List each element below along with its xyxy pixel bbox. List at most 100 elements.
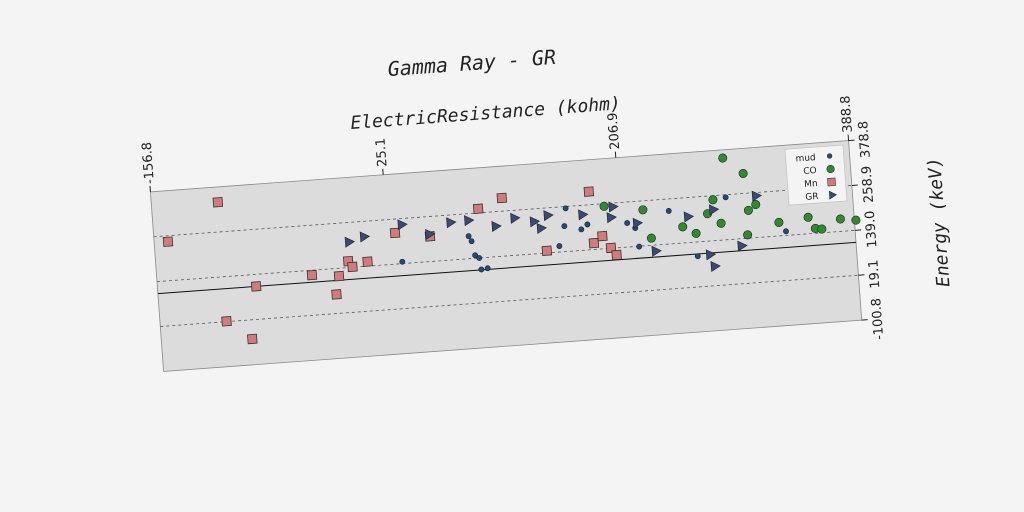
data-point-mn [221,316,232,327]
data-point-mn [597,230,608,242]
grid-line [153,185,852,238]
x-tick-label: 25.1 [373,137,390,167]
data-point-gr [464,215,475,227]
data-point-mud [694,253,701,260]
data-point-mn [347,261,358,273]
data-point-mn [306,269,318,281]
data-point-co [716,218,726,228]
data-point-gr [751,190,762,202]
data-point-mn [247,333,258,345]
data-point-co [638,205,648,215]
data-point-gr [737,240,748,252]
data-point-mn [588,237,600,249]
data-point-mn [212,197,224,208]
data-point-mud [665,208,672,214]
data-point-mud [562,205,569,212]
data-point-gr [710,261,721,273]
data-point-gr [683,211,695,223]
data-point-gr [446,217,457,229]
y-tick-label: 258.9 [859,165,877,203]
data-point-mn [605,242,617,254]
y-tick-label: 378.8 [856,120,874,158]
data-point-co [851,215,861,225]
data-point-mud [636,243,643,250]
legend-label: CO [803,166,817,177]
grid-line [160,274,859,327]
data-point-mud [472,252,479,259]
legend: mud CO Mn GR [784,144,848,206]
data-point-mud [556,243,563,249]
x-axis-label: ElectricResistance (kohm) [350,93,622,134]
data-point-mn [496,192,508,204]
data-point-co [743,205,753,215]
x-tick-label: 206.9 [605,112,623,150]
data-point-mud [484,265,491,272]
data-point-co [835,214,845,224]
data-point-co [803,212,813,222]
data-point-gr [491,221,502,233]
data-point-co [774,217,784,227]
data-point-co [738,168,748,178]
data-point-co [743,230,753,240]
data-point-gr [705,249,717,261]
data-point-gr [608,201,619,213]
center-line [157,241,857,295]
data-point-mn [583,186,595,197]
data-point-mud [465,233,472,240]
data-point-gr [425,228,436,240]
data-point-mud [722,194,729,201]
legend-label: Mn [804,179,818,190]
legend-box [784,144,848,206]
data-point-mn [611,249,622,261]
data-point-co [678,222,688,232]
chart-title: Gamma Ray - GR [387,45,557,81]
data-point-gr [536,223,547,235]
data-point-mud [561,223,568,230]
data-point-co [817,224,827,234]
data-point-co [691,228,701,238]
data-point-gr [578,209,589,221]
x-tick-label: -156.8 [140,141,158,184]
legend-marker-mn [827,177,836,187]
legend-marker-gr [828,190,837,200]
y-axis-label: Energy (keV) [924,157,954,288]
data-point-mn [162,236,174,247]
grid-lines [153,185,859,327]
data-point-mud [468,238,475,245]
data-point-mn [389,227,401,239]
data-point-co [708,195,718,205]
x-tick-label: 388.8 [838,95,856,133]
data-point-mud [476,255,483,261]
data-point-mn [333,270,345,282]
grid-line [156,229,856,283]
y-tick-label: 139.0 [863,210,881,248]
data-point-gr [708,204,720,216]
data-point-mud [584,221,591,228]
data-point-mn [362,256,373,267]
data-point-mn [331,289,342,300]
legend-marker-co [826,164,835,174]
data-point-gr [510,212,521,224]
data-point-co [751,200,761,210]
data-point-gr [344,236,355,248]
data-point-mn [250,281,262,292]
data-point-mud [399,258,406,265]
data-point-mn [472,203,484,214]
data-point-mud [578,226,585,233]
data-point-mn [541,245,553,256]
y-tick-label: -100.8 [869,297,887,340]
data-point-co [718,153,728,163]
data-point-gr [529,216,541,228]
data-point-mud [783,228,789,235]
data-point-gr [543,210,554,222]
data-point-gr [359,231,371,243]
data-point-gr [397,219,408,231]
data-point-gr [651,245,662,257]
legend-label: mud [795,153,816,164]
data-point-co [599,201,609,211]
legend-label: GR [805,192,819,203]
